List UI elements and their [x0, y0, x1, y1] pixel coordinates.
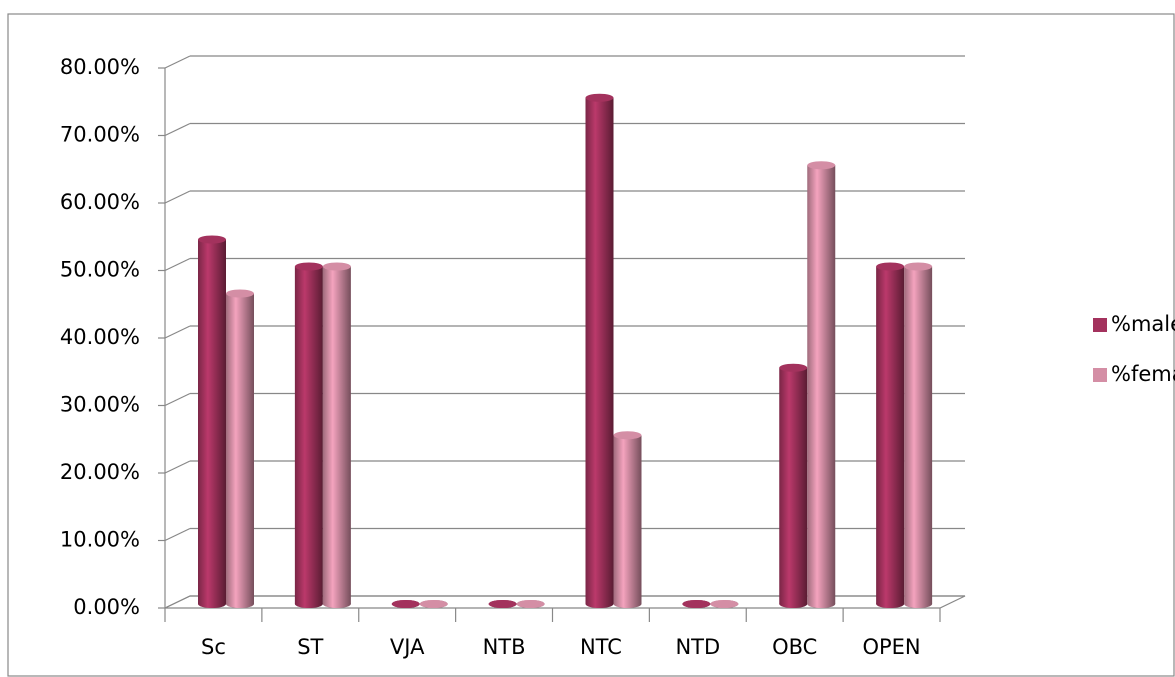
- bar: [682, 600, 711, 608]
- bar: [904, 262, 933, 608]
- bar: [516, 600, 545, 608]
- bar-top: [198, 235, 226, 244]
- bar-top: [779, 363, 808, 372]
- bar: [322, 262, 351, 608]
- y-tick-label: 70.00%: [60, 123, 140, 147]
- x-tick-label: OPEN: [862, 635, 920, 659]
- bar: [294, 262, 323, 608]
- bar: [419, 600, 448, 608]
- bar-top: [613, 431, 642, 440]
- bar-top: [419, 600, 448, 608]
- bar-top: [876, 262, 905, 271]
- bar-body: [876, 266, 905, 604]
- bar: [613, 431, 642, 608]
- bar-body: [226, 293, 254, 604]
- bar-body: [198, 239, 226, 604]
- x-tick-label: OBC: [772, 635, 817, 659]
- bar: [876, 262, 905, 608]
- bar-body: [904, 266, 933, 604]
- bar: [488, 600, 517, 608]
- y-tick-label: 80.00%: [60, 55, 140, 79]
- grid-line: [164, 257, 191, 272]
- grid-line: [164, 392, 191, 407]
- bar-top: [710, 600, 739, 608]
- x-tick-label: VJA: [390, 635, 425, 659]
- x-tick-label: Sc: [201, 635, 226, 659]
- x-tick-label: NTB: [483, 635, 526, 659]
- y-tick-label: 10.00%: [60, 528, 140, 552]
- bar-top: [391, 600, 420, 608]
- bar: [198, 235, 226, 608]
- bar-top: [516, 600, 545, 608]
- bar: [779, 363, 808, 608]
- bar-top: [226, 289, 254, 298]
- y-tick-label: 50.00%: [60, 258, 140, 282]
- bar: [585, 93, 614, 608]
- y-tick-label: 30.00%: [60, 393, 140, 417]
- bar: [710, 600, 739, 608]
- legend-swatch: [1093, 318, 1107, 332]
- bar-body: [322, 266, 351, 604]
- grid-line: [164, 190, 191, 204]
- bar-top: [682, 600, 711, 608]
- x-tick-label: ST: [297, 635, 323, 659]
- grid-line: [164, 527, 191, 542]
- y-tick-label: 40.00%: [60, 325, 140, 349]
- bar-body: [585, 97, 614, 604]
- bar-body: [613, 435, 642, 604]
- bar-top: [488, 600, 517, 608]
- grid-line: [164, 55, 191, 69]
- grid-line: [164, 595, 191, 609]
- bar-body: [294, 266, 323, 604]
- legend-label: %male: [1111, 312, 1175, 336]
- x-tick-label: NTD: [675, 635, 720, 659]
- bar: [807, 161, 836, 608]
- legend-label: %female: [1111, 362, 1175, 386]
- bar-top: [322, 262, 351, 271]
- bar-body: [807, 165, 836, 604]
- grid-line: [164, 325, 191, 339]
- grid-line: [164, 460, 191, 474]
- bar: [391, 600, 420, 608]
- bar: [226, 289, 254, 608]
- bar-body: [779, 367, 808, 604]
- x-tick-label: NTC: [580, 635, 622, 659]
- bar-top: [294, 262, 323, 271]
- bar-top: [807, 161, 836, 170]
- bar-top: [904, 262, 933, 271]
- y-tick-label: 20.00%: [60, 460, 140, 484]
- y-tick-label: 60.00%: [60, 190, 140, 214]
- bar-top: [585, 93, 614, 102]
- legend-swatch: [1093, 368, 1107, 382]
- grid-line: [164, 122, 191, 137]
- y-tick-label: 0.00%: [73, 595, 140, 619]
